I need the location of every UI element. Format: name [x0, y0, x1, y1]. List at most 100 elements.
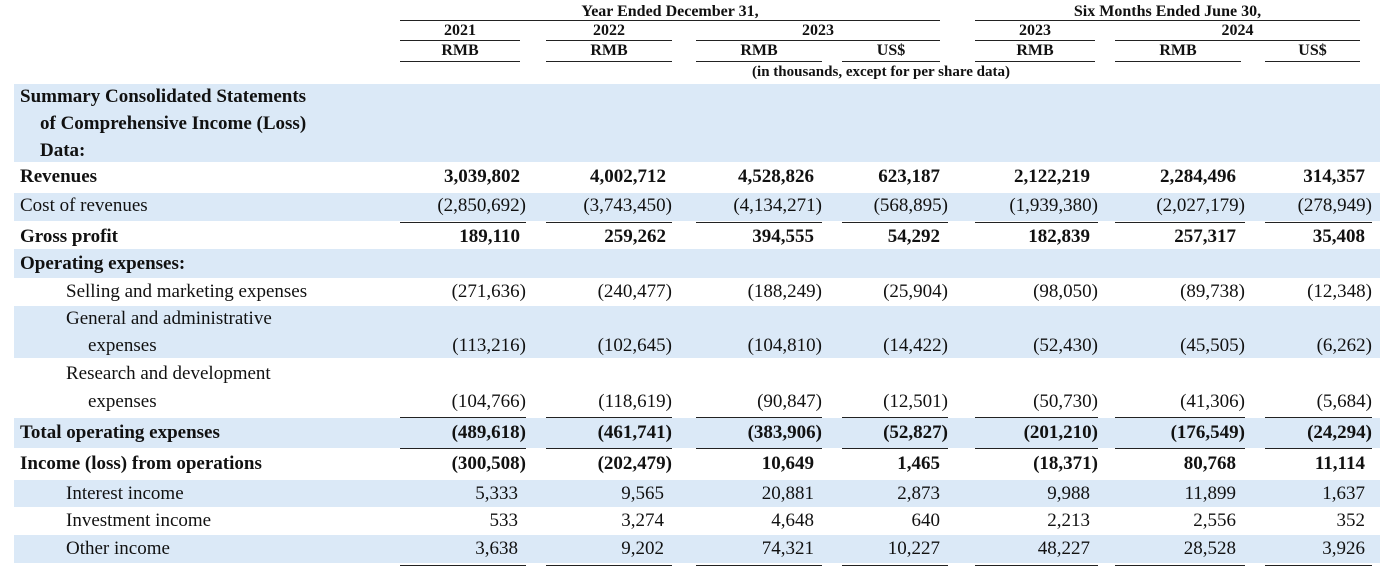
- row-label-income-from-operations: Income (loss) from operations: [20, 453, 262, 474]
- cell-value: 9,988: [1047, 483, 1090, 504]
- cell-value: (90,847): [757, 391, 822, 412]
- bottom-rule: [696, 565, 822, 566]
- cell-value: (113,216): [452, 335, 526, 356]
- cell-value: 257,317: [1174, 226, 1236, 247]
- header-currency: RMB: [1159, 42, 1197, 59]
- header-six-2023: 2023: [1019, 22, 1051, 39]
- cell-value: (278,949): [1297, 195, 1372, 216]
- cell-value: (24,294): [1307, 422, 1372, 443]
- row-label-gross-profit: Gross profit: [20, 226, 118, 247]
- cell-value: 11,899: [1184, 483, 1236, 504]
- cell-value: (6,262): [1316, 335, 1372, 356]
- header-currency: RMB: [590, 42, 628, 59]
- subtotal-rule: [546, 417, 672, 418]
- cell-value: (271,636): [451, 281, 526, 302]
- cell-value: (2,850,692): [437, 195, 526, 216]
- row-label-general-admin-line2: expenses: [88, 335, 157, 356]
- cell-value: 4,002,712: [590, 166, 666, 187]
- cell-value: (89,738): [1180, 281, 1245, 302]
- cell-value: (52,430): [1033, 335, 1098, 356]
- cell-value: (14,422): [883, 335, 948, 356]
- cell-value: (5,684): [1316, 391, 1372, 412]
- row-label-research-dev-line1: Research and development: [66, 363, 271, 384]
- cell-value: 4,648: [771, 510, 814, 531]
- cell-value: 314,357: [1303, 166, 1365, 187]
- subtotal-rule: [400, 448, 526, 449]
- header-year-2023: 2023: [802, 22, 834, 39]
- row-label-other-income: Other income: [66, 538, 170, 559]
- cell-value: (52,827): [883, 422, 948, 443]
- header-year-2022: 2022: [593, 22, 625, 39]
- row-label-investment-income: Investment income: [66, 510, 212, 531]
- cell-value: 3,638: [475, 538, 518, 559]
- bottom-rule: [842, 565, 948, 566]
- cell-value: (25,904): [883, 281, 948, 302]
- subtotal-rule: [400, 222, 526, 223]
- cell-value: (240,477): [597, 281, 672, 302]
- cell-value: 10,649: [761, 453, 814, 474]
- cell-value: (201,210): [1023, 422, 1098, 443]
- cell-value: (12,501): [883, 391, 948, 412]
- row-label-operating-expenses: Operating expenses:: [20, 253, 186, 274]
- subtotal-rule: [1115, 417, 1245, 418]
- cell-value: 2,122,219: [1014, 166, 1090, 187]
- cell-value: 10,227: [887, 538, 940, 559]
- cell-value: 9,202: [621, 538, 664, 559]
- subtotal-rule: [1265, 222, 1372, 223]
- year-rule: [696, 40, 940, 41]
- subtotal-rule: [1265, 448, 1372, 449]
- cell-value: (176,549): [1170, 422, 1245, 443]
- year-rule: [546, 40, 672, 41]
- header-group-year-rule: [400, 20, 940, 21]
- cell-value: 394,555: [752, 226, 814, 247]
- cell-value: (383,906): [747, 422, 822, 443]
- cell-value: 1,637: [1322, 483, 1365, 504]
- header-units-note: (in thousands, except for per share data…: [752, 64, 1010, 80]
- row-label-total-operating-expenses: Total operating expenses: [20, 422, 220, 443]
- cell-value: 80,768: [1183, 453, 1236, 474]
- cell-value: 2,284,496: [1160, 166, 1236, 187]
- cell-value: (18,371): [1033, 453, 1098, 474]
- row-label-research-dev-line2: expenses: [88, 391, 157, 412]
- subtotal-rule: [975, 448, 1098, 449]
- cell-value: 20,881: [761, 483, 814, 504]
- header-six-2024: 2024: [1221, 22, 1254, 39]
- cell-value: (300,508): [451, 453, 526, 474]
- cell-value: 623,187: [878, 166, 940, 187]
- subtotal-rule: [1115, 448, 1245, 449]
- header-group-six-rule: [975, 20, 1360, 21]
- row-label-cost-of-revenues: Cost of revenues: [20, 195, 148, 216]
- header-currency: RMB: [1016, 42, 1054, 59]
- cell-value: 533: [489, 510, 519, 531]
- cell-value: (118,619): [598, 391, 672, 412]
- cell-value: (2,027,179): [1156, 195, 1245, 216]
- bottom-rule: [400, 565, 526, 566]
- currency-rule: [975, 61, 1095, 62]
- cell-value: 182,839: [1028, 226, 1090, 247]
- row-label-general-admin-line1: General and administrative: [66, 308, 272, 329]
- currency-rule: [546, 61, 672, 62]
- section-title-shade: [14, 84, 1380, 162]
- section-title-line3: Data:: [40, 140, 86, 161]
- cell-value: (3,743,450): [583, 195, 672, 216]
- cell-value: (98,050): [1033, 281, 1098, 302]
- cell-value: (188,249): [747, 281, 822, 302]
- header-currency: RMB: [740, 42, 778, 59]
- cell-value: (45,505): [1180, 335, 1245, 356]
- section-title-line1: Summary Consolidated Statements: [20, 86, 307, 107]
- bottom-rule: [975, 565, 1098, 566]
- cell-value: 352: [1336, 510, 1366, 531]
- subtotal-rule: [696, 417, 822, 418]
- row-label-interest-income: Interest income: [66, 483, 184, 504]
- cell-value: (12,348): [1307, 281, 1372, 302]
- currency-rule: [400, 61, 520, 62]
- row-shade-total-operating-expenses: [14, 418, 1380, 448]
- subtotal-rule: [400, 417, 526, 418]
- cell-value: 35,408: [1312, 226, 1365, 247]
- cell-value: 9,565: [621, 483, 664, 504]
- cell-value: (1,939,380): [1009, 195, 1098, 216]
- cell-value: 259,262: [604, 226, 666, 247]
- row-shade-interest-income: [14, 480, 1380, 507]
- cell-value: (489,618): [451, 422, 526, 443]
